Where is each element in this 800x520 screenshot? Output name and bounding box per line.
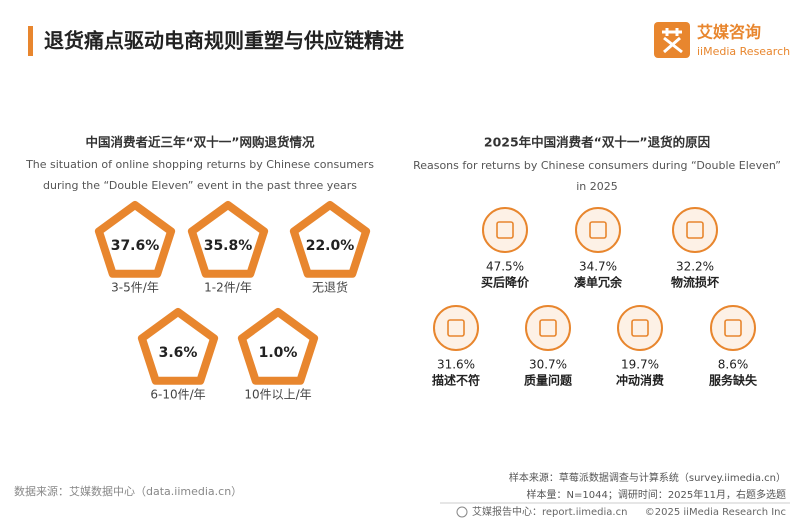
chart-subtitle: Reasons for returns by Chinese consumers… bbox=[413, 159, 781, 172]
category-label: 1-2件/年 bbox=[204, 281, 252, 295]
logo-mark bbox=[654, 22, 690, 58]
icon-glyph bbox=[447, 319, 465, 337]
category-label: 无退货 bbox=[312, 280, 348, 295]
icon-glyph bbox=[496, 221, 514, 239]
copyright: ©2025 iiMedia Research Inc bbox=[645, 507, 786, 518]
category-label: 凑单冗余 bbox=[574, 275, 623, 290]
value-label: 22.0% bbox=[306, 238, 355, 254]
value-label: 32.2% bbox=[676, 260, 714, 274]
category-label: 冲动消费 bbox=[616, 373, 664, 388]
icon-circle bbox=[575, 207, 621, 253]
chart-subtitle: The situation of online shopping returns… bbox=[25, 158, 374, 171]
chart-title: 中国消费者近三年“双十一”网购退货情况 bbox=[86, 135, 315, 150]
pentagon bbox=[94, 201, 176, 278]
icon-circle bbox=[672, 207, 718, 253]
logo-glyph bbox=[662, 28, 683, 54]
value-label: 47.5% bbox=[486, 260, 524, 274]
value-label: 34.7% bbox=[579, 260, 617, 274]
report-icon bbox=[456, 506, 468, 518]
category-label: 买后降价 bbox=[481, 275, 530, 290]
pentagon bbox=[289, 201, 371, 278]
icon-glyph bbox=[631, 319, 649, 337]
source: 数据来源：艾媒数据中心（data.iimedia.cn） bbox=[14, 484, 242, 498]
report: 艾媒报告中心：report.iimedia.cn bbox=[472, 505, 627, 518]
category-label: 物流损坏 bbox=[671, 275, 719, 290]
logo-sub: iiMedia Research bbox=[697, 45, 790, 58]
page-title: 退货痛点驱动电商规则重塑与供应链精进 bbox=[44, 29, 404, 53]
icon-circle bbox=[710, 305, 756, 351]
sample-size: 样本量：N=1044；调研时间：2025年11月，右题多选题 bbox=[527, 488, 786, 501]
value-label: 30.7% bbox=[529, 358, 567, 372]
value-label: 8.6% bbox=[718, 358, 749, 372]
category-label: 3-5件/年 bbox=[111, 281, 159, 295]
value-label: 3.6% bbox=[159, 345, 198, 361]
category-label: 服务缺失 bbox=[709, 373, 758, 388]
value-label: 1.0% bbox=[259, 345, 298, 361]
icon-glyph bbox=[724, 319, 742, 337]
icon-circle bbox=[617, 305, 663, 351]
icon-circle bbox=[482, 207, 528, 253]
pentagon bbox=[137, 308, 219, 385]
chart-subtitle: in 2025 bbox=[576, 180, 618, 193]
icon-glyph bbox=[539, 319, 557, 337]
category-label: 描述不符 bbox=[432, 373, 480, 388]
category-label: 10件以上/年 bbox=[244, 388, 311, 402]
logo-name: 艾媒咨询 bbox=[697, 23, 761, 42]
value-label: 37.6% bbox=[111, 238, 160, 254]
icon-circle bbox=[525, 305, 571, 351]
category-label: 6-10件/年 bbox=[150, 388, 205, 402]
icon-glyph bbox=[589, 221, 607, 239]
icon-glyph bbox=[686, 221, 704, 239]
value-label: 19.7% bbox=[621, 358, 659, 372]
value-label: 35.8% bbox=[204, 238, 253, 254]
pentagon bbox=[237, 308, 319, 385]
category-label: 质量问题 bbox=[524, 373, 573, 388]
chart-title: 2025年中国消费者“双十一”退货的原因 bbox=[484, 135, 710, 150]
title-bar bbox=[28, 26, 33, 56]
chart-subtitle: during the “Double Eleven” event in the … bbox=[43, 179, 357, 192]
sample-source: 样本来源：草莓派数据调查与计算系统（survey.iimedia.cn） bbox=[509, 471, 786, 484]
pentagon bbox=[187, 201, 269, 278]
icon-circle bbox=[433, 305, 479, 351]
value-label: 31.6% bbox=[437, 358, 475, 372]
